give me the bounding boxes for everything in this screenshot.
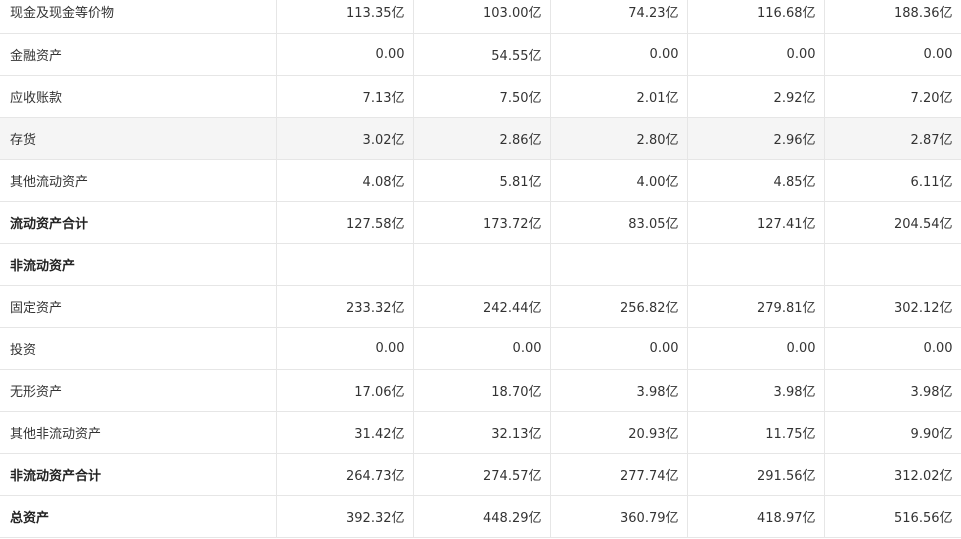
value-cell: 277.74亿 <box>550 453 688 496</box>
value-cell: 264.73亿 <box>276 453 414 496</box>
value-cell: 279.81亿 <box>687 285 825 328</box>
row-label: 应收账款 <box>0 75 277 118</box>
value-cell: 20.93亿 <box>550 411 688 454</box>
value-cell: 3.02亿 <box>276 117 414 160</box>
value-cell: 2.86亿 <box>413 117 551 160</box>
value-cell: 7.20亿 <box>824 75 961 118</box>
row-label: 金融资产 <box>0 33 277 76</box>
value-cell: 291.56亿 <box>687 453 825 496</box>
table-row: 无形资产 17.06亿 18.70亿 3.98亿 3.98亿 3.98亿 <box>0 369 961 412</box>
table-row: 金融资产 0.00 54.55亿 0.00 0.00 0.00 <box>0 33 961 76</box>
value-cell: 233.32亿 <box>276 285 414 328</box>
row-label: 固定资产 <box>0 285 277 328</box>
value-cell: 4.00亿 <box>550 159 688 202</box>
value-cell: 9.90亿 <box>824 411 961 454</box>
value-cell <box>413 243 551 286</box>
row-label: 非流动资产 <box>0 243 277 286</box>
table-row: 其他非流动资产 31.42亿 32.13亿 20.93亿 11.75亿 9.90亿 <box>0 411 961 454</box>
value-cell: 0.00 <box>824 33 961 76</box>
row-label: 总资产 <box>0 495 277 538</box>
value-cell: 103.00亿 <box>413 0 551 34</box>
value-cell: 127.41亿 <box>687 201 825 244</box>
value-cell: 516.56亿 <box>824 495 961 538</box>
value-cell: 274.57亿 <box>413 453 551 496</box>
value-cell: 0.00 <box>276 33 414 76</box>
value-cell: 360.79亿 <box>550 495 688 538</box>
value-cell: 188.36亿 <box>824 0 961 34</box>
row-label: 投资 <box>0 327 277 370</box>
value-cell: 418.97亿 <box>687 495 825 538</box>
value-cell: 302.12亿 <box>824 285 961 328</box>
value-cell: 204.54亿 <box>824 201 961 244</box>
value-cell: 0.00 <box>687 33 825 76</box>
value-cell: 83.05亿 <box>550 201 688 244</box>
value-cell: 0.00 <box>550 327 688 370</box>
value-cell <box>687 243 825 286</box>
value-cell: 448.29亿 <box>413 495 551 538</box>
value-cell: 2.87亿 <box>824 117 961 160</box>
row-label: 其他流动资产 <box>0 159 277 202</box>
row-label: 无形资产 <box>0 369 277 412</box>
value-cell: 113.35亿 <box>276 0 414 34</box>
value-cell: 312.02亿 <box>824 453 961 496</box>
value-cell: 0.00 <box>276 327 414 370</box>
row-label: 非流动资产合计 <box>0 453 277 496</box>
value-cell: 7.13亿 <box>276 75 414 118</box>
value-cell: 0.00 <box>824 327 961 370</box>
value-cell: 2.80亿 <box>550 117 688 160</box>
value-cell: 2.92亿 <box>687 75 825 118</box>
value-cell: 2.96亿 <box>687 117 825 160</box>
value-cell <box>276 243 414 286</box>
table-row: 总资产 392.32亿 448.29亿 360.79亿 418.97亿 516.56亿 <box>0 495 961 538</box>
value-cell: 6.11亿 <box>824 159 961 202</box>
row-label: 流动资产合计 <box>0 201 277 244</box>
value-cell: 3.98亿 <box>824 369 961 412</box>
value-cell: 11.75亿 <box>687 411 825 454</box>
value-cell: 32.13亿 <box>413 411 551 454</box>
row-label: 其他非流动资产 <box>0 411 277 454</box>
value-cell: 7.50亿 <box>413 75 551 118</box>
value-cell: 74.23亿 <box>550 0 688 34</box>
value-cell: 256.82亿 <box>550 285 688 328</box>
value-cell: 5.81亿 <box>413 159 551 202</box>
value-cell: 0.00 <box>687 327 825 370</box>
table-row: 其他流动资产 4.08亿 5.81亿 4.00亿 4.85亿 6.11亿 <box>0 159 961 202</box>
row-label: 存货 <box>0 117 277 160</box>
value-cell: 31.42亿 <box>276 411 414 454</box>
table-row: 现金及现金等价物 113.35亿 103.00亿 74.23亿 116.68亿 188.3… <box>0 0 961 34</box>
value-cell: 127.58亿 <box>276 201 414 244</box>
row-label: 现金及现金等价物 <box>0 0 277 34</box>
value-cell: 242.44亿 <box>413 285 551 328</box>
table-row: 非流动资产合计 264.73亿 274.57亿 277.74亿 291.56亿 312.0… <box>0 453 961 496</box>
value-cell: 0.00 <box>550 33 688 76</box>
value-cell: 3.98亿 <box>550 369 688 412</box>
table-row: 非流动资产 <box>0 243 961 286</box>
value-cell: 54.55亿 <box>413 33 551 76</box>
value-cell: 4.85亿 <box>687 159 825 202</box>
table-row: 流动资产合计 127.58亿 173.72亿 83.05亿 127.41亿 204.54亿 <box>0 201 961 244</box>
table-row: 应收账款 7.13亿 7.50亿 2.01亿 2.92亿 7.20亿 <box>0 75 961 118</box>
value-cell: 2.01亿 <box>550 75 688 118</box>
table-row: 投资 0.00 0.00 0.00 0.00 0.00 <box>0 327 961 370</box>
value-cell <box>824 243 961 286</box>
value-cell: 173.72亿 <box>413 201 551 244</box>
value-cell <box>550 243 688 286</box>
value-cell: 18.70亿 <box>413 369 551 412</box>
value-cell: 3.98亿 <box>687 369 825 412</box>
table-row: 存货 3.02亿 2.86亿 2.80亿 2.96亿 2.87亿 <box>0 117 961 160</box>
table-row: 固定资产 233.32亿 242.44亿 256.82亿 279.81亿 302.12亿 <box>0 285 961 328</box>
value-cell: 4.08亿 <box>276 159 414 202</box>
value-cell: 17.06亿 <box>276 369 414 412</box>
value-cell: 0.00 <box>413 327 551 370</box>
value-cell: 116.68亿 <box>687 0 825 34</box>
value-cell: 392.32亿 <box>276 495 414 538</box>
